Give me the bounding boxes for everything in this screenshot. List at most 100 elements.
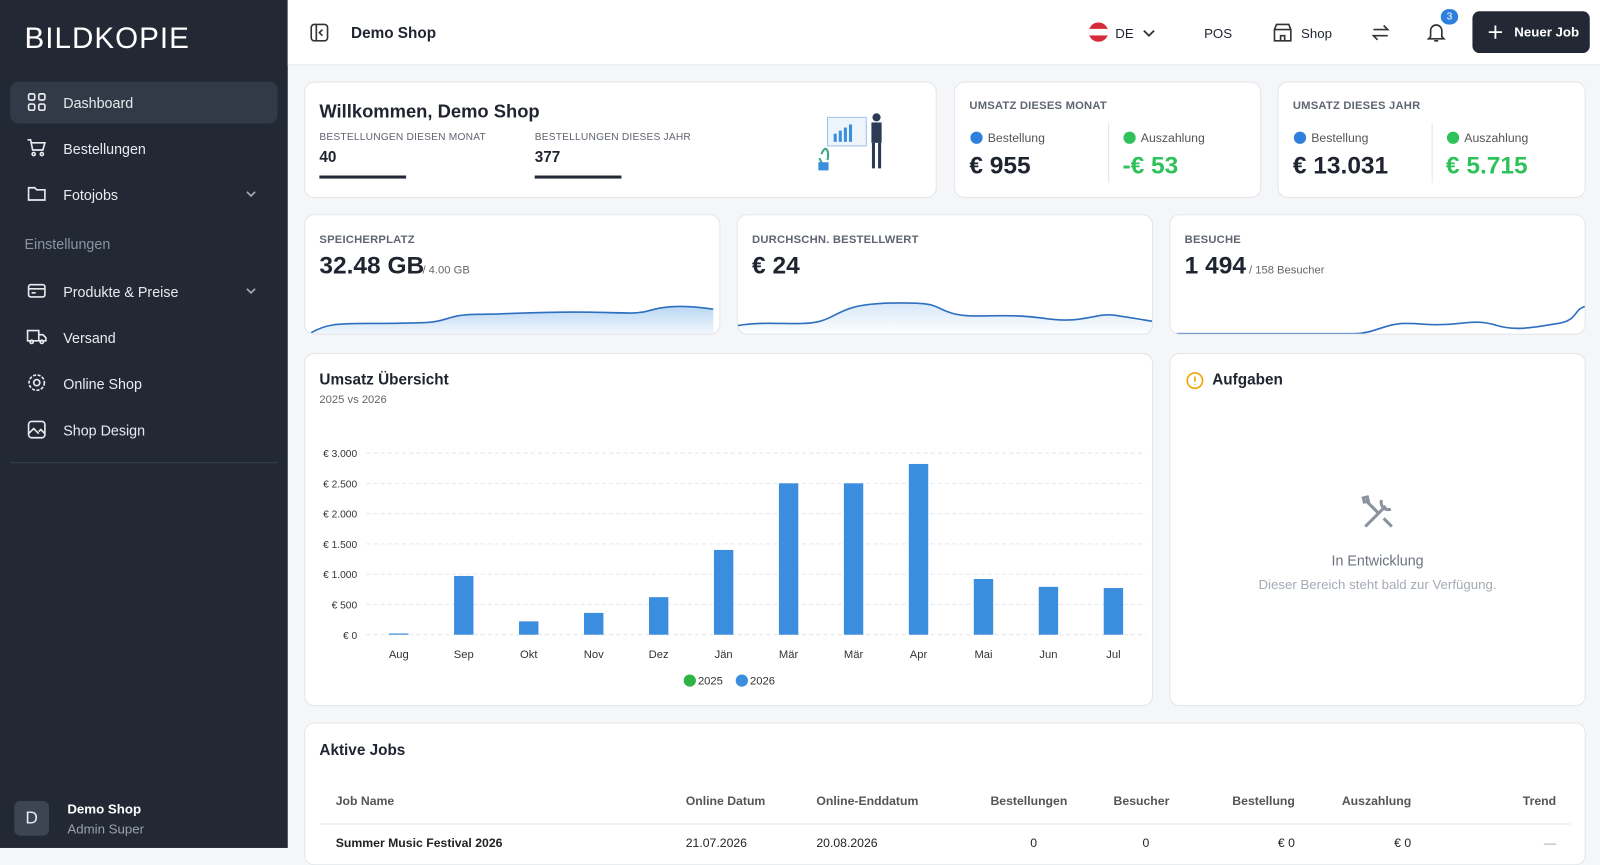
legend-label: 2026 <box>750 676 775 688</box>
button-label: Neuer Job <box>1514 24 1580 40</box>
x-tick-label: Mai <box>974 649 992 661</box>
language[interactable]: DE <box>1115 25 1134 41</box>
cell: — <box>1543 835 1557 850</box>
x-tick-label: Aug <box>389 649 409 661</box>
nav-label: Fotojobs <box>63 186 119 203</box>
y-tick-label: € 2.500 <box>323 479 357 490</box>
kpi-value: € 24 <box>752 252 800 280</box>
card-title: UMSATZ DIESES MONAT <box>969 99 1107 113</box>
user-role: Admin Super <box>67 821 145 837</box>
cell: € 0 <box>1394 835 1412 850</box>
legend-dot <box>1123 131 1136 144</box>
notification-badge: 3 <box>1440 9 1459 25</box>
chart: € 0 € 500 € 1.000 € 1.500 € 2.000 € 2.500 € 3.… <box>323 449 1146 688</box>
order-value: € 955 <box>969 152 1031 180</box>
x-tick-label: Mär <box>844 649 864 661</box>
payout-value: € 5.715 <box>1445 152 1528 180</box>
x-tick-label: Jun <box>1039 649 1057 661</box>
label: Auszahlung <box>1464 130 1529 145</box>
header: Demo Shop DE POS Shop 3 Neuer Job <box>287 0 1600 66</box>
legend-label: 2025 <box>698 676 723 688</box>
nav-item[interactable]: Bestellungen <box>10 128 277 170</box>
nav-label: Shop Design <box>63 421 146 439</box>
nav-item[interactable]: Produkte & Preise <box>10 270 277 312</box>
x-tick-label: Sep <box>454 649 474 661</box>
bar <box>843 483 864 635</box>
plus-icon <box>1488 25 1503 39</box>
welcome-title: Willkommen, Demo Shop <box>319 101 540 122</box>
column-header: Auszahlung <box>1341 793 1412 809</box>
welcome-card: Willkommen, Demo Shop BESTELLUNGEN DIESE… <box>304 81 937 198</box>
bar <box>1103 588 1124 635</box>
jobs-title: Aktive Jobs <box>319 741 406 760</box>
legend-dot <box>1293 131 1307 144</box>
kpi-label: DURCHSCHN. BESTELLWERT <box>752 233 919 246</box>
flag[interactable] <box>1088 22 1109 42</box>
bar <box>519 621 539 635</box>
bar <box>389 633 409 635</box>
card-title: UMSATZ DIESES JAHR <box>1292 99 1421 113</box>
section-label: Einstellungen <box>24 235 111 253</box>
column-header: Bestellung <box>1232 793 1295 809</box>
nav-item[interactable]: Dashboard <box>10 81 278 124</box>
revenue-card: UMSATZ DIESES JAHR Bestellung € 13.031 A… <box>1277 81 1586 198</box>
nav-label: Versand <box>63 329 116 346</box>
pos-link[interactable]: POS <box>1204 25 1233 41</box>
cell: 21.07.2026 <box>685 835 747 850</box>
nav-item[interactable]: Online Shop <box>10 362 277 404</box>
y-tick-label: € 500 <box>332 600 358 611</box>
switch-icon[interactable] <box>1370 23 1390 41</box>
chart-card: Umsatz Übersicht 2025 vs 2026 € 0 € 500 € … <box>304 353 1154 707</box>
nav-item[interactable]: Versand <box>10 316 277 358</box>
nav-label: Produkte & Preise <box>63 283 179 300</box>
bar <box>648 597 669 635</box>
revenue-card: UMSATZ DIESES MONAT Bestellung € 955 Aus… <box>954 81 1262 198</box>
kpi-label: BESUCHE <box>1184 233 1241 246</box>
column-header: Online-Enddatum <box>816 793 919 809</box>
x-tick-label: Apr <box>910 649 928 661</box>
column-header: Bestellungen <box>990 793 1068 809</box>
new-job-button[interactable]: Neuer Job <box>1472 11 1590 54</box>
collapse-icon[interactable] <box>310 23 329 42</box>
column-header: Besucher <box>1113 793 1170 809</box>
column-header: Trend <box>1522 793 1557 809</box>
divider <box>1108 123 1110 183</box>
kpi-value: 32.48 GB <box>319 252 425 280</box>
chevron <box>1143 29 1155 38</box>
sparkline <box>310 305 714 334</box>
cell: 20.08.2026 <box>816 835 878 850</box>
stat-value: 40 <box>319 148 337 167</box>
avatar: D <box>14 801 49 836</box>
nav-item[interactable]: Fotojobs <box>10 173 277 215</box>
shop-link[interactable]: Shop <box>1301 25 1333 41</box>
nav-item[interactable]: Shop Design <box>10 409 277 451</box>
cell: 0 <box>1142 835 1150 850</box>
legend-swatch <box>683 674 696 687</box>
jobs-card: Aktive Jobs Job Name Online Datum Online… <box>304 722 1586 865</box>
stat-value: 377 <box>534 148 561 167</box>
divider <box>1431 123 1433 183</box>
kpi-label: SPEICHERPLATZ <box>319 233 415 246</box>
bar <box>973 578 994 635</box>
kpi-sub: / 158 Besucher <box>1248 264 1325 277</box>
tasks-card: Aufgaben In Entwicklung Dieser Bereich s… <box>1169 353 1586 707</box>
message: Dieser Bereich steht bald zur Verfügung. <box>1258 576 1497 592</box>
order-value: € 13.031 <box>1292 152 1389 180</box>
label: Auszahlung <box>1140 130 1205 145</box>
x-tick-label: Nov <box>584 649 604 661</box>
label: Bestellung <box>1311 130 1369 145</box>
kpi-value: 1 494 <box>1184 252 1246 280</box>
y-tick-label: € 1.000 <box>323 570 357 581</box>
y-tick-label: € 1.500 <box>323 540 357 551</box>
legend-dot <box>970 131 983 144</box>
kpi-card: SPEICHERPLATZ 32.48 GB / 4.00 GB <box>304 214 721 335</box>
logo[interactable]: BILDKOPIE <box>24 22 190 56</box>
x-tick-label: Okt <box>520 649 538 661</box>
sparkline <box>737 302 1153 334</box>
cell[interactable]: Summer Music Festival 2026 <box>335 835 503 850</box>
bell-icon[interactable] <box>1426 22 1446 42</box>
y-tick-label: € 2.000 <box>323 510 357 521</box>
x-tick-label: Jul <box>1106 649 1120 661</box>
